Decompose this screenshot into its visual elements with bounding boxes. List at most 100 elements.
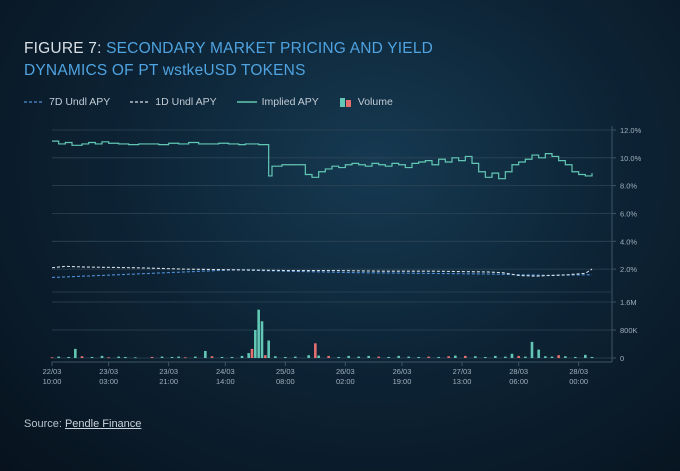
volume-tick-label: 1.6M xyxy=(620,298,637,307)
legend-swatch-implied xyxy=(236,101,257,103)
volume-bar xyxy=(357,356,360,358)
volume-bar xyxy=(210,356,214,358)
volume-bar xyxy=(314,343,317,358)
volume-bar xyxy=(194,356,197,358)
volume-bar xyxy=(454,355,457,358)
source-label: Source: xyxy=(24,418,65,430)
series-line-1d-apy xyxy=(51,265,593,277)
volume-bar xyxy=(100,355,104,358)
legend-item-volume: Volume xyxy=(339,96,393,108)
x-tick-label-date: 22/03 xyxy=(43,367,62,376)
volume-bar xyxy=(564,356,567,358)
volume-bar xyxy=(510,353,514,358)
apy-tick-label: 8.0% xyxy=(620,182,637,191)
volume-bar xyxy=(530,341,534,358)
volume-bar xyxy=(504,356,507,358)
apy-tick-label: 10.0% xyxy=(620,154,642,163)
volume-bar xyxy=(90,356,94,358)
x-tick-label-time: 10:00 xyxy=(43,377,62,386)
volume-bar xyxy=(124,356,127,358)
volume-bar xyxy=(377,356,380,358)
legend-label-implied: Implied APY xyxy=(261,96,319,108)
volume-bar xyxy=(220,356,224,358)
chart-title-main: SECONDARY MARKET PRICING AND YIELD DYNAM… xyxy=(24,40,434,79)
volume-bar xyxy=(557,355,560,358)
legend-label-1d: 1D Undl APY xyxy=(155,96,217,108)
volume-tick-label: 800K xyxy=(620,326,638,335)
apy-tick-label: 12.0% xyxy=(620,126,642,135)
legend-label-volume: Volume xyxy=(357,96,393,108)
legend-label-7d: 7D Undl APY xyxy=(49,96,111,108)
volume-bar xyxy=(447,356,450,358)
volume-bar xyxy=(267,340,270,358)
x-tick-label-date: 23/03 xyxy=(159,367,178,376)
volume-bar xyxy=(80,356,84,358)
volume-bar xyxy=(204,351,207,358)
volume-bar xyxy=(254,330,257,358)
volume-bar xyxy=(307,355,310,358)
x-tick-label-date: 27/03 xyxy=(453,367,472,376)
x-tick-label-date: 26/03 xyxy=(393,367,412,376)
volume-bar xyxy=(107,357,110,359)
volume-bar xyxy=(337,356,340,358)
legend-swatch-7d xyxy=(24,101,44,103)
source-link[interactable]: Pendle Finance xyxy=(64,418,142,430)
volume-bar xyxy=(57,356,60,358)
x-tick-label-time: 14:00 xyxy=(216,377,235,386)
volume-bar xyxy=(74,348,77,358)
apy-tick-label: 2.0% xyxy=(620,265,637,274)
volume-bar xyxy=(494,355,497,358)
volume-bar xyxy=(544,356,547,358)
apy-tick-label: 4.0% xyxy=(620,237,637,246)
volume-bar xyxy=(437,356,440,358)
x-tick-label-time: 08:00 xyxy=(276,377,295,386)
volume-bar xyxy=(327,355,330,358)
volume-bar xyxy=(550,356,554,358)
volume-bar xyxy=(484,356,487,358)
volume-bar xyxy=(134,357,137,359)
volume-bar xyxy=(264,355,267,358)
volume-bar xyxy=(274,356,277,358)
series-line-implied-apy xyxy=(52,140,593,180)
volume-bar xyxy=(67,356,70,358)
volume-bar xyxy=(260,321,264,358)
volume-bar xyxy=(407,356,410,358)
volume-bar xyxy=(367,355,370,358)
volume-bar xyxy=(150,356,154,358)
volume-bar xyxy=(427,356,430,358)
volume-bar xyxy=(524,356,527,358)
apy-tick-label: 6.0% xyxy=(620,209,637,218)
x-tick-label-date: 26/03 xyxy=(336,367,355,376)
legend-item-1d: 1D Undl APY xyxy=(130,96,217,108)
x-tick-label-date: 25/03 xyxy=(276,367,295,376)
x-tick-label-time: 03:00 xyxy=(99,377,118,386)
volume-bar xyxy=(160,356,164,358)
volume-bar xyxy=(240,355,244,358)
x-tick-label-time: 00:00 xyxy=(569,377,588,386)
volume-bar xyxy=(257,309,260,358)
volume-bar xyxy=(247,353,250,358)
volume-bar xyxy=(537,349,540,358)
volume-bar xyxy=(397,355,400,358)
volume-bar xyxy=(50,357,54,359)
x-tick-label-date: 23/03 xyxy=(99,367,118,376)
volume-bar xyxy=(177,356,180,358)
chart-legend: 7D Undl APY 1D Undl APY Implied APY Volu… xyxy=(24,95,413,109)
volume-tick-label: 0 xyxy=(620,354,624,363)
chart-title-prefix: FIGURE 7: xyxy=(24,40,107,57)
x-tick-label-date: 28/03 xyxy=(569,367,588,376)
volume-bar xyxy=(387,356,390,358)
volume-bar xyxy=(347,355,350,358)
x-tick-label-date: 28/03 xyxy=(509,367,528,376)
x-tick-label-time: 21:00 xyxy=(159,377,178,386)
series-line-7d-apy xyxy=(51,269,593,279)
volume-bar xyxy=(317,355,320,358)
x-tick-label-time: 19:00 xyxy=(393,377,412,386)
volume-bar xyxy=(117,356,120,358)
legend-item-7d: 7D Undl APY xyxy=(24,96,110,108)
volume-bar xyxy=(584,354,587,358)
volume-bar xyxy=(284,356,287,358)
volume-bar xyxy=(464,355,467,358)
volume-bar xyxy=(170,356,174,358)
volume-bar xyxy=(417,356,420,358)
